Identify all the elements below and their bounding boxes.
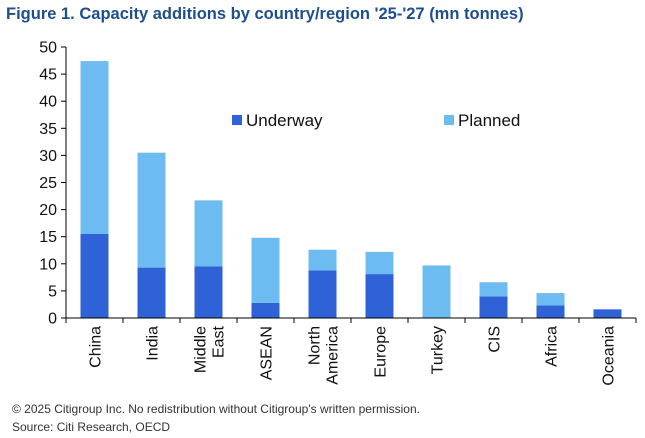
- x-axis: China India Middle East ASEAN North America Eur…: [65, 317, 637, 386]
- legend: Underway Planned: [232, 111, 520, 130]
- bar-planned-1: [137, 152, 166, 268]
- chart-title: Figure 1. Capacity additions by country/…: [6, 5, 524, 23]
- y-tick-label: 5: [48, 283, 57, 300]
- x-tick-label: Turkey: [430, 326, 447, 374]
- x-tick-label: Europe: [373, 326, 390, 378]
- bar-planned-5: [365, 251, 394, 275]
- bar-planned-7: [479, 282, 508, 297]
- y-tick-label: 10: [39, 256, 57, 273]
- y-tick-label: 50: [39, 40, 57, 57]
- bar-chart: 0 5 10 15 20 25 30 35 40 45 50 China India Middle Eas…: [39, 40, 637, 386]
- bar-planned-3: [251, 237, 280, 303]
- x-tick-label: East: [211, 325, 228, 358]
- legend-swatch-planned: [444, 115, 454, 125]
- y-tick-label: 30: [39, 148, 57, 165]
- y-tick-label: 15: [39, 229, 57, 246]
- bar-planned-6: [422, 265, 451, 318]
- x-tick-label: Oceania: [601, 326, 618, 386]
- bar-underway-4: [308, 270, 337, 318]
- bar-underway-9: [593, 309, 622, 318]
- x-tick-label: Middle: [193, 326, 210, 373]
- bar-underway-3: [251, 302, 280, 318]
- x-tick-label: China: [88, 326, 105, 368]
- bar-underway-1: [137, 267, 166, 318]
- y-tick-label: 20: [39, 202, 57, 219]
- bar-underway-5: [365, 274, 394, 318]
- legend-label-underway: Underway: [246, 111, 323, 130]
- bar-underway-8: [536, 305, 565, 318]
- x-tick-label: ASEAN: [259, 326, 276, 380]
- legend-label-planned: Planned: [458, 111, 520, 130]
- bar-underway-7: [479, 296, 508, 318]
- bar-planned-2: [194, 200, 223, 267]
- bar-planned-4: [308, 249, 337, 271]
- y-tick-label: 40: [39, 94, 57, 111]
- x-tick-label: CIS: [487, 326, 504, 353]
- source-note: Source: Citi Research, OECD: [12, 420, 171, 434]
- bar-planned-8: [536, 293, 565, 306]
- bars: [80, 61, 622, 318]
- y-tick-label: 45: [39, 67, 57, 84]
- copyright-note: © 2025 Citigroup Inc. No redistribution …: [12, 402, 420, 416]
- bar-underway-0: [80, 233, 109, 318]
- bar-underway-2: [194, 266, 223, 318]
- y-axis: 0 5 10 15 20 25 30 35 40 45 50: [39, 40, 67, 328]
- x-tick-label: Africa: [544, 326, 561, 367]
- legend-swatch-underway: [232, 115, 242, 125]
- bar-planned-0: [80, 61, 109, 234]
- y-tick-label: 35: [39, 121, 57, 138]
- x-tick-label: North: [307, 326, 324, 365]
- x-tick-label: India: [145, 326, 162, 361]
- x-tick-label: America: [325, 326, 342, 385]
- y-tick-label: 25: [39, 175, 57, 192]
- y-tick-label: 0: [48, 311, 57, 328]
